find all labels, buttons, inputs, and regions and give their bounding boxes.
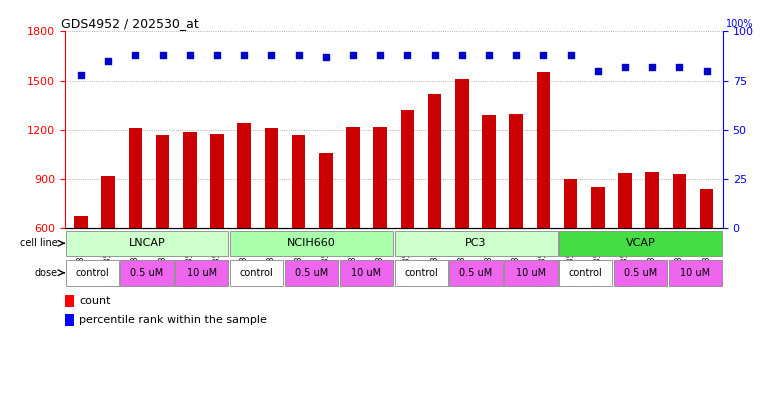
- Bar: [230, 231, 393, 255]
- Point: [320, 54, 332, 60]
- Bar: [265, 128, 279, 326]
- Bar: [346, 127, 360, 326]
- Point: [211, 52, 223, 58]
- Text: control: control: [240, 268, 273, 278]
- Bar: [482, 115, 496, 326]
- Bar: [400, 110, 414, 326]
- Bar: [120, 260, 174, 286]
- Bar: [618, 173, 632, 326]
- Bar: [175, 260, 228, 286]
- Bar: [450, 260, 503, 286]
- Bar: [509, 114, 523, 326]
- Bar: [374, 127, 387, 326]
- Bar: [230, 260, 283, 286]
- Text: dose: dose: [35, 268, 58, 278]
- Bar: [210, 134, 224, 326]
- Bar: [645, 172, 659, 326]
- Bar: [591, 187, 605, 326]
- Point: [238, 52, 250, 58]
- Text: control: control: [569, 268, 603, 278]
- Bar: [455, 79, 469, 326]
- Text: 10 uM: 10 uM: [516, 268, 546, 278]
- Point: [129, 52, 142, 58]
- Bar: [65, 314, 74, 326]
- Text: LNCAP: LNCAP: [129, 238, 165, 248]
- Point: [673, 64, 686, 70]
- Text: VCAP: VCAP: [626, 238, 655, 248]
- Text: 0.5 uM: 0.5 uM: [130, 268, 164, 278]
- Point: [401, 52, 413, 58]
- Text: 10 uM: 10 uM: [186, 268, 217, 278]
- Text: percentile rank within the sample: percentile rank within the sample: [79, 315, 267, 325]
- Bar: [559, 231, 722, 255]
- Point: [537, 52, 549, 58]
- Bar: [428, 94, 441, 326]
- Bar: [65, 231, 228, 255]
- Point: [456, 52, 468, 58]
- Point: [565, 52, 577, 58]
- Text: GDS4952 / 202530_at: GDS4952 / 202530_at: [62, 17, 199, 30]
- Point: [592, 68, 604, 74]
- Bar: [395, 231, 558, 255]
- Point: [510, 52, 522, 58]
- Point: [483, 52, 495, 58]
- Bar: [564, 179, 578, 326]
- Text: 0.5 uM: 0.5 uM: [624, 268, 658, 278]
- Point: [157, 52, 169, 58]
- Bar: [673, 174, 686, 326]
- Point: [347, 52, 359, 58]
- Bar: [75, 217, 88, 326]
- Bar: [101, 176, 115, 326]
- Point: [701, 68, 713, 74]
- Text: cell line: cell line: [21, 238, 58, 248]
- Bar: [237, 123, 251, 326]
- Point: [75, 72, 87, 78]
- Bar: [395, 260, 448, 286]
- Bar: [559, 260, 613, 286]
- Text: control: control: [404, 268, 438, 278]
- Bar: [65, 260, 119, 286]
- Text: control: control: [75, 268, 109, 278]
- Bar: [285, 260, 338, 286]
- Text: 100%: 100%: [726, 20, 753, 29]
- Point: [646, 64, 658, 70]
- Text: count: count: [79, 296, 110, 306]
- Text: NCIH660: NCIH660: [287, 238, 336, 248]
- Text: 0.5 uM: 0.5 uM: [460, 268, 492, 278]
- Text: PC3: PC3: [465, 238, 487, 248]
- Bar: [669, 260, 722, 286]
- Point: [428, 52, 441, 58]
- Text: 10 uM: 10 uM: [352, 268, 381, 278]
- Bar: [614, 260, 667, 286]
- Point: [619, 64, 631, 70]
- Bar: [505, 260, 558, 286]
- Bar: [319, 152, 333, 326]
- Bar: [129, 128, 142, 326]
- Point: [183, 52, 196, 58]
- Bar: [700, 189, 713, 326]
- Bar: [291, 136, 305, 326]
- Bar: [156, 136, 170, 326]
- Bar: [183, 132, 196, 326]
- Point: [266, 52, 278, 58]
- Point: [102, 58, 114, 64]
- Text: 0.5 uM: 0.5 uM: [295, 268, 328, 278]
- Bar: [537, 72, 550, 326]
- Text: 10 uM: 10 uM: [680, 268, 711, 278]
- Bar: [65, 295, 74, 307]
- Point: [374, 52, 387, 58]
- Point: [292, 52, 304, 58]
- Bar: [339, 260, 393, 286]
